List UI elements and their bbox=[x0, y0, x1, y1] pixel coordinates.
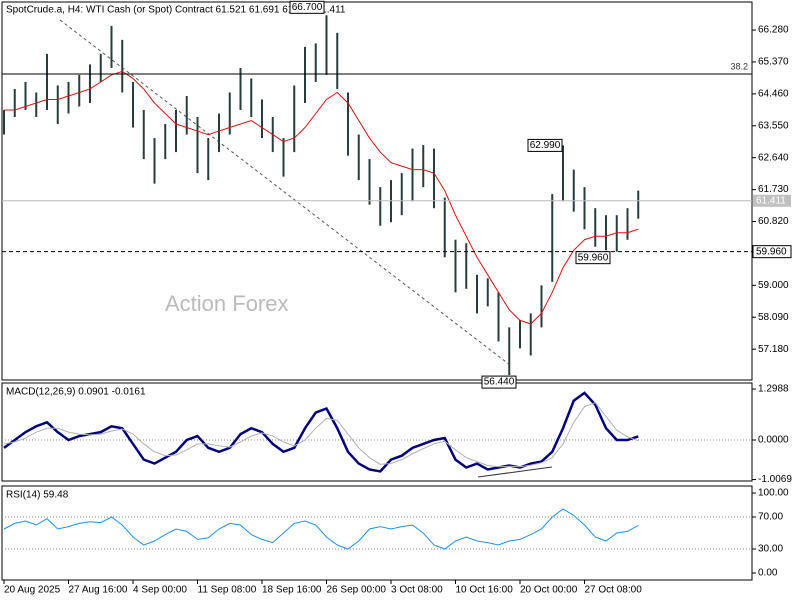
y-tick-label: 0.00 bbox=[758, 568, 778, 579]
x-tick-label: 26 Sep 00:00 bbox=[327, 585, 387, 596]
x-tick-label: 11 Sep 08:00 bbox=[198, 585, 257, 596]
price-label: 59.960 bbox=[756, 246, 787, 257]
x-tick-label: 18 Sep 16:00 bbox=[262, 585, 322, 596]
price-label-box bbox=[753, 194, 791, 207]
y-tick-label: 100.00 bbox=[758, 488, 789, 499]
price-panel bbox=[1, 1, 753, 381]
rsi-panel bbox=[1, 485, 753, 581]
rsi-title: RSI(14) 59.48 bbox=[6, 490, 69, 501]
fib-label: 38.2 bbox=[730, 61, 748, 71]
x-tick-label: 20 Aug 2025 bbox=[4, 585, 61, 596]
y-tick-label: 65.370 bbox=[758, 57, 789, 68]
y-tick-label: 59.000 bbox=[758, 280, 789, 291]
y-tick-label: 0.0000 bbox=[758, 435, 789, 446]
series-line bbox=[3, 391, 639, 473]
annotation-label: 66.700 bbox=[292, 2, 323, 13]
y-tick-label: 61.730 bbox=[758, 184, 789, 195]
x-tick-label: 10 Oct 16:00 bbox=[456, 585, 514, 596]
y-tick-label: 64.460 bbox=[758, 89, 789, 100]
annotation-box bbox=[481, 375, 517, 389]
y-tick-label: 57.180 bbox=[758, 344, 789, 355]
y-tick-label: -1.0069 bbox=[758, 474, 792, 485]
x-tick-label: 27 Aug 16:00 bbox=[69, 585, 128, 596]
macd-title: MACD(12,26,9) 0.0901 -0.0161 bbox=[6, 387, 146, 398]
annotation-box bbox=[575, 251, 611, 265]
y-tick-label: 60.820 bbox=[758, 216, 789, 227]
trend-line bbox=[477, 466, 553, 478]
y-tick-label: 62.640 bbox=[758, 152, 789, 163]
y-tick-label: 66.280 bbox=[758, 25, 789, 36]
chart-title: SpotCrude.a, H4: WTI Cash (or Spot) Cont… bbox=[6, 5, 346, 16]
annotation-label: 56.440 bbox=[484, 377, 515, 388]
y-tick-label: 63.550 bbox=[758, 120, 789, 131]
series-line bbox=[3, 508, 639, 550]
x-tick-label: 27 Oct 08:00 bbox=[585, 585, 643, 596]
series-line bbox=[4, 70, 639, 325]
y-tick-label: 30.00 bbox=[758, 544, 783, 555]
annotation-box bbox=[527, 138, 563, 152]
macd-panel bbox=[1, 382, 753, 482]
price-label-box bbox=[752, 245, 792, 259]
y-tick-label: 58.090 bbox=[758, 312, 789, 323]
trend-line bbox=[59, 19, 511, 366]
annotation-box bbox=[289, 0, 325, 14]
price-label: 61.411 bbox=[756, 195, 786, 206]
annotation-label: 62.990 bbox=[530, 140, 561, 151]
series-line bbox=[3, 402, 639, 468]
y-tick-label: 70.00 bbox=[758, 512, 783, 523]
annotation-label: 59.960 bbox=[578, 252, 609, 263]
x-tick-label: 4 Sep 00:00 bbox=[133, 585, 187, 596]
x-tick-label: 20 Oct 00:00 bbox=[520, 585, 578, 596]
y-tick-label: 1.2988 bbox=[758, 384, 789, 395]
x-tick-label: 3 Oct 08:00 bbox=[391, 585, 443, 596]
watermark: Action Forex bbox=[165, 291, 289, 316]
